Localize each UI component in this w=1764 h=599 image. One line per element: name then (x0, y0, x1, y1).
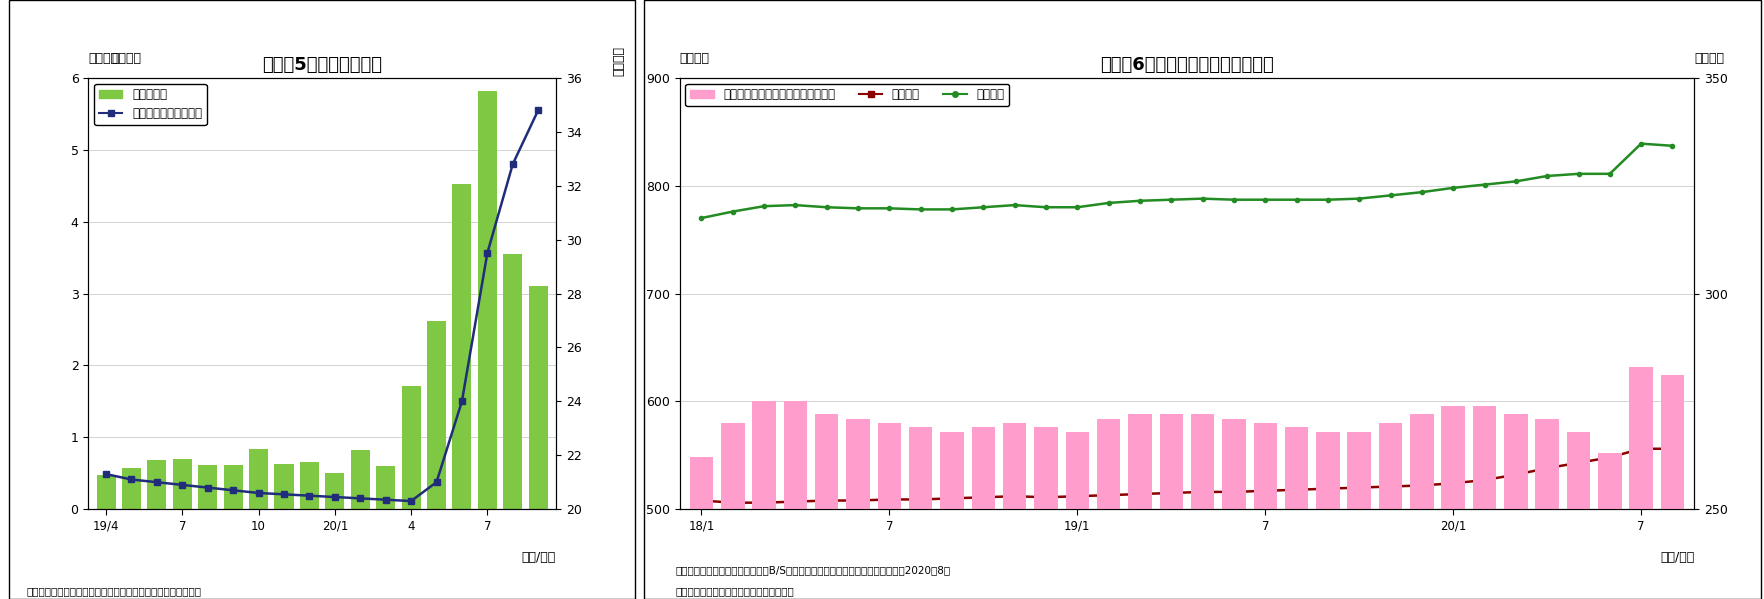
Bar (1566, 431, 1589, 599)
Text: （兆円）: （兆円） (88, 52, 118, 65)
Bar (1409, 415, 1432, 599)
Text: （注）貸出残高、預金残高は銀行B/S上の月末残高（銀行勘定）を使用、直近は2020年8月: （注）貸出残高、預金残高は銀行B/S上の月末残高（銀行勘定）を使用、直近は202… (676, 565, 951, 575)
Title: （図表6）国内銀行の預貸ギャップ: （図表6）国内銀行の預貸ギャップ (1099, 56, 1274, 74)
Bar (1503, 415, 1526, 599)
Bar (940, 431, 963, 599)
Bar (1002, 423, 1027, 599)
Bar (721, 423, 744, 599)
Text: （兆円）: （兆円） (111, 52, 141, 65)
Bar (402, 386, 420, 509)
Bar (1316, 431, 1339, 599)
Bar (273, 464, 293, 509)
Bar (1535, 419, 1558, 599)
Bar (224, 465, 242, 509)
Bar (97, 476, 115, 509)
Bar (1378, 423, 1402, 599)
Legend: 預貸ギャップ（預金－貸出・右軸）, 貸出残高, 預金残高: 預貸ギャップ（預金－貸出・右軸）, 貸出残高, 預金残高 (684, 84, 1009, 106)
Text: （年/月）: （年/月） (1660, 551, 1693, 564)
Bar (877, 423, 901, 599)
Bar (815, 415, 838, 599)
Bar (1034, 427, 1057, 599)
Title: （図表5）信用保証実績: （図表5）信用保証実績 (263, 56, 381, 74)
Bar (1628, 367, 1651, 599)
Bar (427, 321, 446, 509)
Bar (198, 465, 217, 509)
Bar (1221, 419, 1245, 599)
Bar (249, 449, 268, 509)
Text: （兆円）: （兆円） (1693, 52, 1723, 65)
Bar (783, 401, 806, 599)
Bar (1252, 423, 1277, 599)
Bar (1127, 415, 1152, 599)
Text: （資料）日銀よりニッセイ基礎研究所作成: （資料）日銀よりニッセイ基礎研究所作成 (676, 586, 794, 596)
Bar (325, 473, 344, 509)
Text: （資料）全国信用保証協会連合会よりニッセイ基礎研究所作成: （資料）全国信用保証協会連合会よりニッセイ基礎研究所作成 (26, 586, 201, 596)
Bar (529, 286, 547, 509)
Bar (173, 459, 192, 509)
Bar (751, 401, 776, 599)
Bar (1660, 376, 1683, 599)
Bar (1346, 431, 1371, 599)
Text: （年/月）: （年/月） (522, 551, 556, 564)
Bar (1095, 419, 1120, 599)
Bar (1284, 427, 1307, 599)
Bar (690, 458, 713, 599)
Bar (970, 427, 995, 599)
Bar (478, 91, 497, 509)
Bar (351, 450, 370, 509)
Bar (503, 254, 522, 509)
Y-axis label: （兆円）: （兆円） (612, 46, 624, 75)
Bar (146, 460, 166, 509)
Bar (122, 468, 141, 509)
Bar (1159, 415, 1182, 599)
Bar (1596, 453, 1621, 599)
Bar (300, 462, 319, 509)
Bar (1065, 431, 1088, 599)
Bar (1441, 406, 1464, 599)
Bar (452, 183, 471, 509)
Bar (908, 427, 931, 599)
Bar (1191, 415, 1214, 599)
Bar (847, 419, 870, 599)
Text: （兆円）: （兆円） (679, 52, 709, 65)
Bar (376, 466, 395, 509)
Bar (1471, 406, 1496, 599)
Legend: 保証承諾額, 保証債務残高（右軸）: 保証承諾額, 保証債務残高（右軸） (93, 84, 206, 125)
